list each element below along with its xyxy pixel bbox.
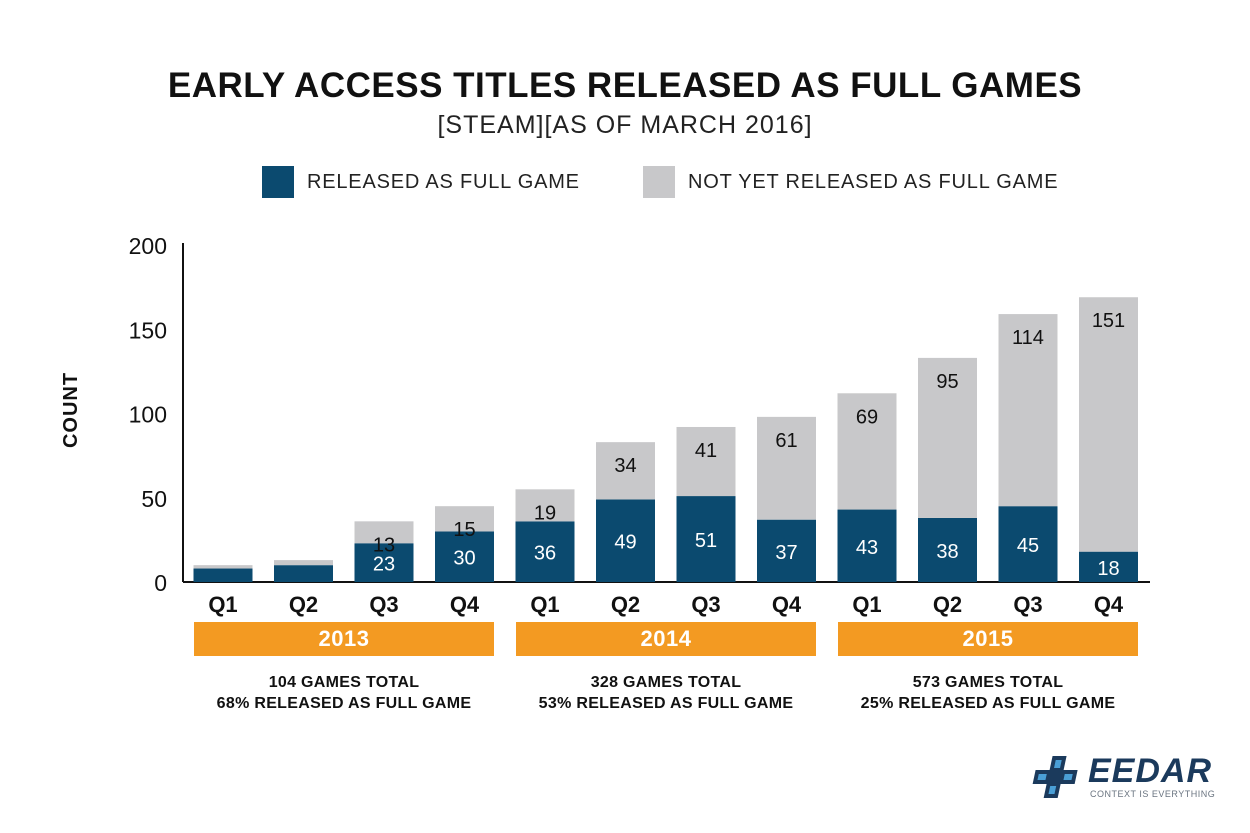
data-label: 69 bbox=[856, 406, 878, 428]
bar-segment-released bbox=[596, 499, 655, 582]
data-label: 151 bbox=[1092, 310, 1125, 332]
y-tick-label: 0 bbox=[154, 570, 167, 596]
data-label: 37 bbox=[775, 542, 797, 564]
bar-segment-not-released bbox=[1079, 297, 1138, 552]
chart-title: EARLY ACCESS TITLES RELEASED AS FULL GAM… bbox=[167, 66, 1083, 105]
bar-segment-not-released bbox=[596, 442, 655, 500]
year-percent-2014: 53% RELEASED AS FULL GAME bbox=[538, 695, 794, 712]
chart-subtitle: [STEAM][AS OF MARCH 2016] bbox=[437, 111, 813, 139]
x-tick-label: Q1 bbox=[852, 592, 881, 617]
year-percent-2015: 25% RELEASED AS FULL GAME bbox=[860, 695, 1116, 712]
bar-segment-released bbox=[998, 506, 1058, 582]
bar-segment-not-released bbox=[274, 560, 333, 566]
x-tick-label: Q3 bbox=[369, 592, 398, 617]
bar-segment-released bbox=[193, 568, 253, 582]
data-label: 13 bbox=[373, 534, 395, 556]
bar-segment-released bbox=[837, 509, 897, 582]
legend-label-released: RELEASED AS FULL GAME bbox=[307, 170, 580, 193]
bar-segment-released bbox=[515, 521, 575, 582]
bar-segment-not-released bbox=[193, 565, 253, 569]
year-summary-2014: 328 GAMES TOTAL 53% RELEASED AS FULL GAM… bbox=[516, 672, 816, 714]
data-label: 41 bbox=[695, 440, 717, 462]
year-band-2015: 2015 bbox=[838, 622, 1138, 656]
legend-item-not-released: NOT YET RELEASED AS FULL GAME bbox=[643, 166, 1058, 198]
bar-segment-released bbox=[435, 531, 494, 582]
legend-item-released: RELEASED AS FULL GAME bbox=[262, 166, 580, 198]
data-label: 43 bbox=[856, 537, 878, 559]
data-label: 19 bbox=[534, 502, 556, 524]
y-tick-label: 100 bbox=[129, 402, 167, 428]
year-total-2013: 104 GAMES TOTAL bbox=[268, 674, 420, 691]
year-band-2014: 2014 bbox=[516, 622, 816, 656]
data-label: 49 bbox=[614, 532, 636, 554]
data-label: 15 bbox=[453, 519, 475, 541]
legend-swatch-released bbox=[262, 166, 294, 198]
data-label: 23 bbox=[373, 554, 395, 576]
year-percent-2013: 68% RELEASED AS FULL GAME bbox=[216, 695, 472, 712]
bar-segment-not-released bbox=[918, 357, 977, 518]
x-tick-label: Q2 bbox=[289, 592, 318, 617]
bar-segment-not-released bbox=[354, 521, 414, 544]
data-label: 18 bbox=[1097, 558, 1119, 580]
data-label: 51 bbox=[695, 530, 717, 552]
data-label: 38 bbox=[936, 541, 958, 563]
data-label: 34 bbox=[614, 455, 636, 477]
year-total-2014: 328 GAMES TOTAL bbox=[590, 674, 742, 691]
bar-segment-released bbox=[274, 565, 333, 582]
bar-segment-not-released bbox=[676, 426, 736, 497]
x-tick-label: Q4 bbox=[772, 592, 802, 617]
x-tick-label: Q4 bbox=[450, 592, 480, 617]
legend-label-not-released: NOT YET RELEASED AS FULL GAME bbox=[688, 170, 1059, 193]
x-tick-label: Q1 bbox=[208, 592, 237, 617]
logo-tagline: CONTEXT IS EVERYTHING bbox=[1090, 789, 1216, 799]
bar-segment-not-released bbox=[435, 506, 494, 532]
data-label: 45 bbox=[1017, 535, 1039, 557]
data-label: 114 bbox=[1012, 327, 1044, 349]
dpad-cross-logo-icon bbox=[1032, 756, 1078, 798]
data-label: 61 bbox=[775, 430, 797, 452]
bar-segment-released bbox=[676, 496, 736, 582]
data-label: 95 bbox=[936, 371, 958, 393]
logo-wordmark: EEDAR bbox=[1088, 752, 1213, 790]
legend-swatch-not-released bbox=[643, 166, 675, 198]
bar-segment-not-released bbox=[998, 314, 1058, 507]
y-tick-label: 150 bbox=[129, 317, 167, 343]
x-tick-label: Q4 bbox=[1094, 592, 1124, 617]
eedar-logo: EEDAR CONTEXT IS EVERYTHING bbox=[1030, 752, 1220, 802]
data-label: 36 bbox=[534, 543, 556, 565]
year-band-2013: 2013 bbox=[194, 622, 494, 656]
year-total-2015: 573 GAMES TOTAL bbox=[912, 674, 1064, 691]
bar-segment-released bbox=[757, 519, 816, 582]
y-tick-label: 50 bbox=[141, 486, 167, 512]
x-tick-label: Q3 bbox=[691, 592, 720, 617]
year-summary-2015: 573 GAMES TOTAL 25% RELEASED AS FULL GAM… bbox=[838, 672, 1138, 714]
y-tick-label: 200 bbox=[129, 233, 167, 259]
x-tick-label: Q2 bbox=[933, 592, 962, 617]
x-tick-label: Q3 bbox=[1013, 592, 1042, 617]
x-tick-label: Q2 bbox=[611, 592, 640, 617]
bar-segment-not-released bbox=[837, 393, 897, 510]
bar-segment-released bbox=[1079, 551, 1138, 582]
bar-segment-released bbox=[918, 517, 977, 582]
year-summary-2013: 104 GAMES TOTAL 68% RELEASED AS FULL GAM… bbox=[194, 672, 494, 714]
bar-segment-released bbox=[354, 543, 414, 582]
bar-segment-not-released bbox=[757, 416, 816, 520]
x-tick-label: Q1 bbox=[530, 592, 559, 617]
bar-segment-not-released bbox=[515, 489, 575, 522]
data-label: 30 bbox=[453, 548, 475, 570]
